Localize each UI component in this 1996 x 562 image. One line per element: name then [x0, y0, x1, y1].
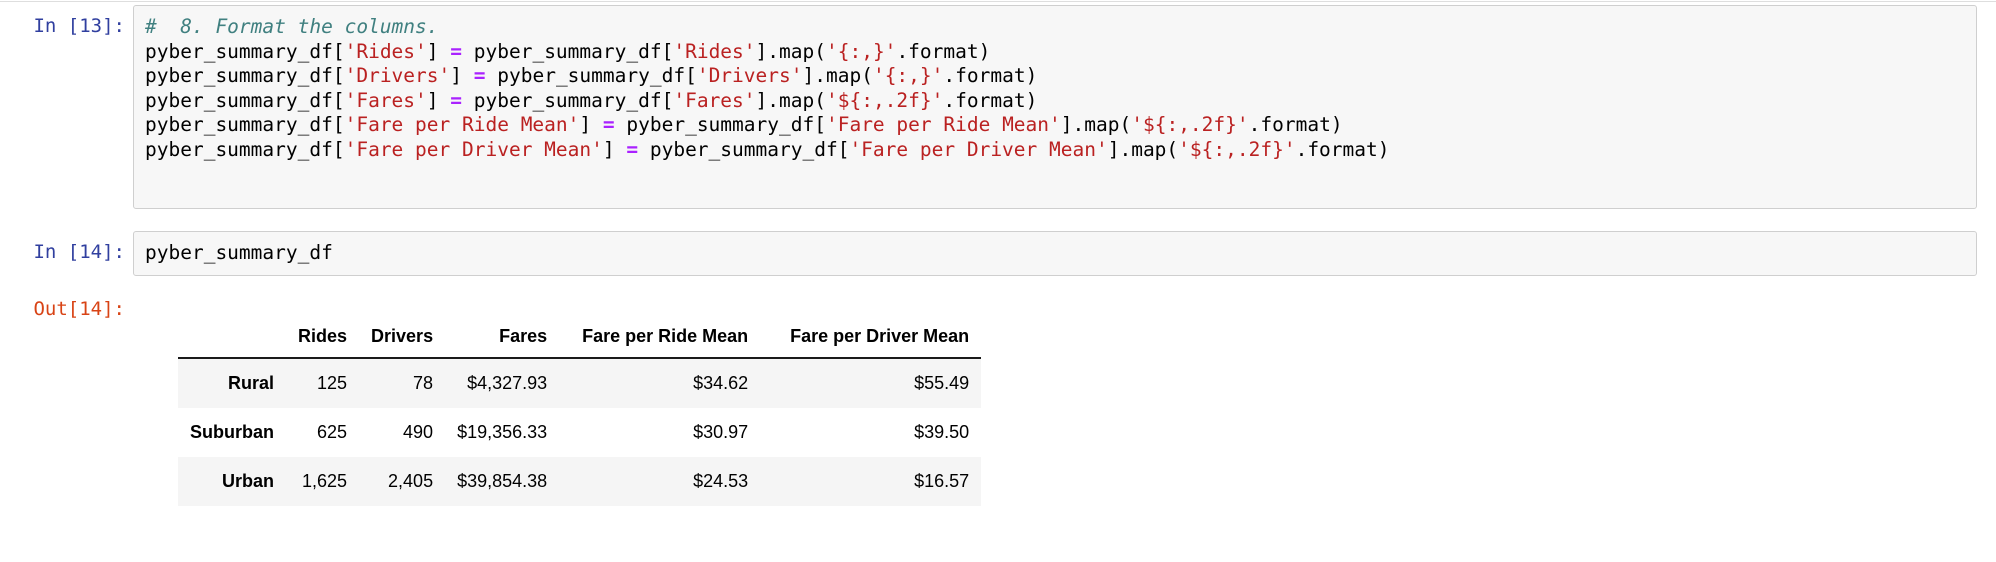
input-prompt: In [14]: [33, 241, 125, 263]
dataframe-table: Rides Drivers Fares Fare per Ride Mean Fare … [178, 317, 982, 506]
code-cell-13: In [13]: # 8. Format the columns. pyber_s… [0, 5, 1996, 209]
code-cell-14: In [14]: pyber_summary_df [0, 231, 1996, 276]
string-token: 'Rides' [344, 39, 427, 63]
code-line: pyber_summary_df['Fare per Driver Mean']… [145, 138, 1965, 163]
table-cell: $24.53 [693, 470, 749, 491]
column-header: Drivers [359, 317, 446, 359]
table-cell: $34.62 [693, 372, 749, 393]
input-prompt: In [13]: [33, 15, 125, 37]
string-token: 'Fares' [673, 88, 756, 112]
code-token: pyber_summary_df[ [638, 137, 850, 161]
table-cell: 625 [316, 421, 348, 442]
table-cell: $39,854.38 [457, 470, 548, 491]
string-token: '${:,.2f}' [1131, 113, 1249, 136]
table-cell: $30.97 [693, 421, 749, 442]
table-row: Suburban 625 490 $19,356.33 $30.97 $39.50 [178, 408, 981, 457]
table-cell: $16.57 [914, 470, 970, 491]
code-line: pyber_summary_df['Fares'] = pyber_summar… [145, 89, 1965, 114]
string-token: '{:,}' [872, 64, 944, 87]
code-token: pyber_summary_df[ [485, 64, 697, 87]
code-token: pyber_summary_df[ [145, 88, 345, 112]
string-token: 'Fare per Ride Mean' [344, 113, 580, 136]
column-header: Fare per Driver Mean [760, 317, 982, 359]
table-cell: 78 [413, 372, 434, 393]
table-cell: $19,356.33 [457, 421, 548, 442]
code-token: pyber_summary_df[ [145, 137, 345, 161]
table-cell: 2,405 [388, 470, 434, 491]
string-token: 'Fare per Driver Mean' [344, 137, 603, 161]
code-token: ].map( [802, 64, 873, 87]
code-token: pyber_summary_df[ [462, 39, 674, 63]
code-input-area[interactable]: pyber_summary_df [133, 231, 1977, 276]
string-token: 'Fares' [344, 88, 427, 112]
code-line: pyber_summary_df['Rides'] = pyber_summar… [145, 40, 1965, 65]
output-area: Rides Drivers Fares Fare per Ride Mean Fare … [133, 288, 1977, 506]
code-editor[interactable]: # 8. Format the columns. pyber_summary_df… [145, 15, 1965, 162]
string-token: 'Drivers' [696, 64, 803, 87]
code-token: ] [579, 113, 603, 136]
code-token: .format) [943, 88, 1038, 112]
notebook-page: In [13]: # 8. Format the columns. pyber_s… [0, 5, 1996, 506]
column-header: Fares [445, 317, 560, 359]
string-token: 'Fare per Ride Mean' [825, 113, 1061, 136]
code-token: pyber_summary_df[ [462, 88, 674, 112]
code-editor[interactable]: pyber_summary_df [145, 241, 1965, 266]
comment-token: # 8. Format the columns. [145, 15, 439, 38]
string-token: '{:,}' [825, 39, 897, 63]
operator-token: = [473, 64, 486, 87]
table-cell: $39.50 [914, 421, 970, 442]
operator-token: = [626, 137, 639, 161]
code-line: pyber_summary_df [145, 241, 1965, 266]
output-row-14: Out[14]: Rides Drivers Fares Fare per Ride … [0, 288, 1996, 506]
code-line: pyber_summary_df['Drivers'] = pyber_summ… [145, 64, 1965, 89]
index-header [178, 317, 286, 359]
code-token: ].map( [1060, 113, 1132, 136]
operator-token: = [602, 113, 615, 136]
table-cell: 125 [316, 372, 348, 393]
code-token: pyber_summary_df [145, 241, 333, 264]
column-header: Fare per Ride Mean [559, 317, 761, 359]
table-header-row: Rides Drivers Fares Fare per Ride Mean Fare … [178, 317, 982, 359]
code-token: ] [426, 88, 451, 112]
row-index: Urban [221, 470, 274, 491]
code-token: .format) [1295, 137, 1390, 161]
code-line: # 8. Format the columns. [145, 15, 1965, 40]
table-row: Urban 1,625 2,405 $39,854.38 $24.53 $16.57 [178, 456, 982, 506]
string-token: '${:,.2f}' [1178, 137, 1296, 161]
code-token: pyber_summary_df[ [145, 113, 345, 136]
code-token: ] [426, 39, 451, 63]
code-token: .format) [943, 64, 1038, 87]
operator-token: = [450, 88, 463, 112]
string-token: 'Drivers' [344, 64, 451, 87]
string-token: '${:,.2f}' [825, 88, 944, 112]
code-token: ] [450, 64, 474, 87]
code-token: ].map( [1107, 137, 1179, 161]
operator-token: = [450, 39, 463, 63]
column-header: Rides [286, 317, 360, 359]
code-token: pyber_summary_df[ [145, 39, 345, 63]
code-token: .format) [896, 39, 991, 63]
code-token: pyber_summary_df[ [145, 64, 345, 87]
code-line: pyber_summary_df['Fare per Ride Mean'] =… [145, 113, 1965, 138]
table-cell: $4,327.93 [467, 372, 548, 393]
code-token: ].map( [755, 39, 826, 63]
output-prompt: Out[14]: [33, 297, 125, 320]
table-row: Rural 125 78 $4,327.93 $34.62 $55.49 [178, 357, 982, 408]
row-index: Rural [227, 372, 274, 393]
code-token: pyber_summary_df[ [614, 113, 826, 136]
cell-divider [0, 1, 1996, 2]
row-index: Suburban [190, 421, 274, 442]
code-input-area[interactable]: # 8. Format the columns. pyber_summary_df… [133, 5, 1977, 209]
code-token: .format) [1248, 113, 1343, 136]
string-token: 'Fare per Driver Mean' [849, 137, 1108, 161]
string-token: 'Rides' [673, 39, 756, 63]
table-cell: $55.49 [914, 372, 970, 393]
table-cell: 1,625 [301, 470, 348, 491]
table-cell: 490 [403, 421, 434, 442]
code-token: ].map( [755, 88, 826, 112]
code-token: ] [602, 137, 627, 161]
